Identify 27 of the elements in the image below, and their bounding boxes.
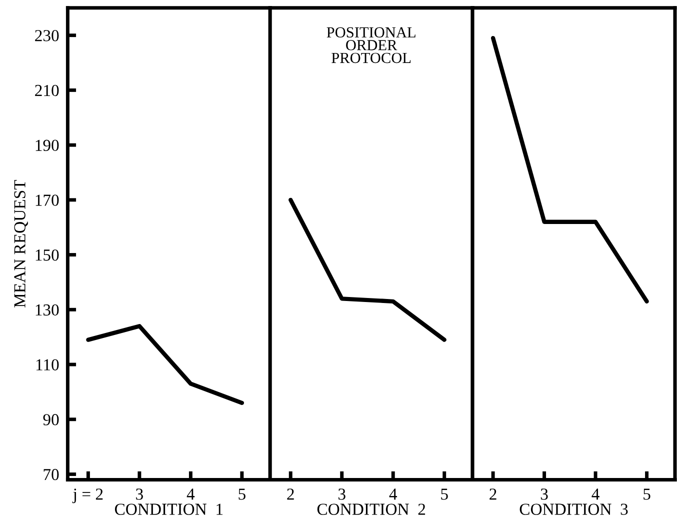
x-tick-label: 4 bbox=[186, 488, 195, 500]
x-tick-label: 3 bbox=[540, 488, 548, 500]
x-tick-label: 5 bbox=[644, 488, 650, 500]
x-tick-label: 2 bbox=[287, 488, 294, 500]
y-tick-label: 190 bbox=[36, 140, 59, 151]
y-tick-label: 110 bbox=[36, 359, 59, 370]
y-tick-label: 70 bbox=[44, 468, 59, 480]
x-tick-label: 4 bbox=[389, 488, 398, 500]
y-tick-label: 170 bbox=[36, 194, 59, 206]
y-tick-label: 230 bbox=[35, 30, 59, 42]
x-tick-label: 4 bbox=[592, 488, 600, 500]
y-axis-title: MEAN REQUEST bbox=[14, 180, 28, 308]
x-tick-label: 3 bbox=[136, 488, 143, 500]
x-tick-label: 5 bbox=[238, 488, 246, 500]
y-tick-label: 210 bbox=[35, 84, 59, 96]
x-axis-title: CONDITION 1 bbox=[114, 504, 223, 515]
x-tick-label: 5 bbox=[441, 488, 448, 500]
annotation: POSITIONAL ORDER PROTOCOL bbox=[326, 27, 416, 64]
x-axis-title: CONDITION 2 bbox=[317, 504, 426, 515]
x-tick-label: 3 bbox=[338, 488, 346, 500]
line-series bbox=[86, 324, 244, 405]
x-tick-label: 2 bbox=[490, 488, 496, 500]
x-axis-title: CONDITION 3 bbox=[520, 504, 628, 515]
y-tick-label: 150 bbox=[36, 249, 59, 261]
y-tick-label: 130 bbox=[36, 304, 59, 316]
y-tick-label: 90 bbox=[43, 414, 59, 426]
x-tick-label: j = 2 bbox=[72, 488, 103, 504]
